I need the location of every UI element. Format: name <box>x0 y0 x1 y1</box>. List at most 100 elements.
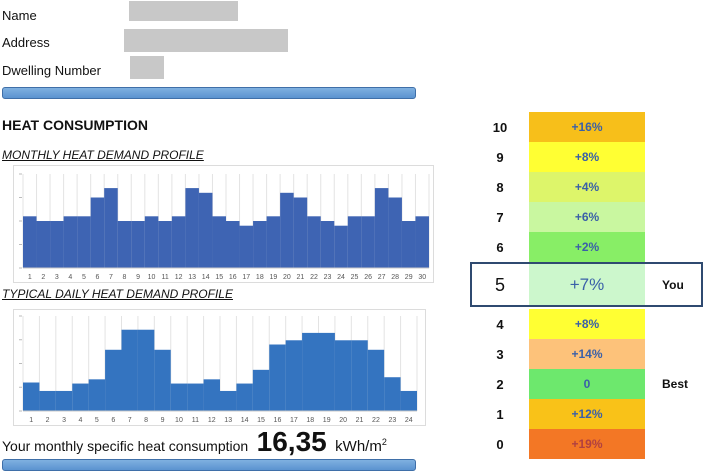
x-tick-label: 24 <box>405 417 413 424</box>
rank-value-cell: +4% <box>529 172 645 202</box>
monthly-chart-svg: 1 2 3 4 5 6 7 8 9 10 11 12 13 14 15 16 17 18 19 20 21 22 23 24 2… <box>19 173 430 281</box>
dwelling-number-label: Dwelling Number <box>2 63 101 78</box>
bar <box>39 390 56 411</box>
bar <box>88 379 106 411</box>
x-tick-label: 22 <box>310 274 318 281</box>
x-tick-label: 7 <box>109 274 113 281</box>
x-tick-label: 15 <box>215 274 223 281</box>
consumption-summary: Your monthly specific heat consumption 1… <box>2 426 387 458</box>
daily-heat-demand-chart: 1 2 3 4 5 6 7 8 9 10 11 12 13 14 15 16 17 18 19 20 21 22 23 24 <box>13 309 426 426</box>
monthly-heat-demand-chart: 1 2 3 4 5 6 7 8 9 10 11 12 13 14 15 16 17 18 19 20 21 22 23 24 2… <box>13 165 434 283</box>
daily-chart-svg: 1 2 3 4 5 6 7 8 9 10 11 12 13 14 15 16 17 18 19 20 21 22 23 24 <box>19 315 418 424</box>
x-tick-label: 11 <box>192 417 199 424</box>
monthly-profile-title: MONTHLY HEAT DEMAND PROFILE <box>2 148 204 162</box>
bar <box>367 349 385 411</box>
x-tick-label: 26 <box>364 274 372 281</box>
x-tick-label: 17 <box>242 274 250 281</box>
bar <box>220 390 237 411</box>
x-tick-label: 19 <box>323 417 331 424</box>
dwelling-value-redacted <box>130 56 164 79</box>
bar <box>72 383 89 411</box>
bar <box>253 221 267 268</box>
x-tick-label: 24 <box>337 274 345 281</box>
bar <box>374 188 389 268</box>
bar <box>23 382 40 411</box>
x-tick-label: 3 <box>55 274 59 281</box>
address-value-redacted <box>124 29 288 52</box>
x-tick-label: 6 <box>111 417 115 424</box>
bar <box>170 383 188 411</box>
rank-number: 4 <box>496 316 504 332</box>
x-tick-label: 14 <box>241 417 249 424</box>
x-tick-label: 8 <box>123 274 127 281</box>
you-highlight-box <box>470 262 703 307</box>
best-label: Best <box>662 377 689 391</box>
rank-value-cell: +14% <box>529 339 645 369</box>
rank-number: 7 <box>496 209 504 225</box>
bar <box>203 379 220 411</box>
rank-number: 6 <box>496 239 504 255</box>
name-label: Name <box>2 8 37 23</box>
bar <box>239 225 254 268</box>
x-tick-label: 13 <box>188 274 196 281</box>
rank-number: 9 <box>496 149 504 165</box>
name-value-redacted <box>129 1 238 21</box>
bar <box>23 216 37 268</box>
bar <box>226 221 240 268</box>
bar <box>318 332 335 411</box>
x-tick-label: 2 <box>46 417 50 424</box>
daily-profile-title: TYPICAL DAILY HEAT DEMAND PROFILE <box>2 287 233 301</box>
rank-value-cell: +2% <box>529 232 645 262</box>
x-tick-label: 22 <box>372 417 380 424</box>
x-tick-label: 16 <box>274 417 282 424</box>
bar <box>121 329 138 411</box>
you-label: You <box>662 278 684 292</box>
bar <box>252 369 270 411</box>
bar <box>307 216 321 268</box>
x-tick-label: 5 <box>82 274 86 281</box>
bar <box>36 221 51 268</box>
x-tick-label: 7 <box>128 417 132 424</box>
rank-number: 3 <box>496 346 504 362</box>
x-tick-label: 23 <box>388 417 396 424</box>
bar <box>198 192 213 268</box>
x-tick-label: 28 <box>391 274 399 281</box>
bar <box>347 216 362 268</box>
bar <box>280 192 294 268</box>
x-tick-label: 4 <box>79 417 83 424</box>
rank-value-cell: +8% <box>529 142 645 172</box>
x-tick-label: 9 <box>161 417 165 424</box>
address-label: Address <box>2 35 50 50</box>
bar <box>269 344 286 411</box>
rank-value-cell: +7% <box>529 262 645 307</box>
x-tick-label: 21 <box>297 274 305 281</box>
x-tick-label: 20 <box>283 274 291 281</box>
rank-value-cell: +8% <box>529 309 645 339</box>
x-tick-label: 9 <box>136 274 140 281</box>
bar <box>285 340 303 411</box>
bar <box>266 216 281 268</box>
bar <box>415 216 429 268</box>
rank-value-cell: +12% <box>529 399 645 429</box>
x-tick-label: 19 <box>269 274 277 281</box>
top-divider-bar <box>2 87 416 99</box>
rank-number: 1 <box>496 406 504 422</box>
rank-value-cell: +6% <box>529 202 645 232</box>
rank-number: 8 <box>496 179 504 195</box>
x-tick-label: 12 <box>208 417 216 424</box>
x-tick-label: 15 <box>257 417 265 424</box>
x-tick-label: 27 <box>378 274 386 281</box>
x-tick-label: 11 <box>161 274 168 281</box>
consumption-unit: kWh/m2 <box>335 437 387 455</box>
bar <box>384 377 401 411</box>
x-tick-label: 8 <box>144 417 148 424</box>
x-tick-label: 1 <box>29 417 33 424</box>
unit-superscript: 2 <box>381 437 387 447</box>
rank-value-cell: +16% <box>529 112 645 142</box>
rank-value-cell: +19% <box>529 429 645 459</box>
bar <box>104 188 118 268</box>
bar <box>171 216 186 268</box>
bar <box>137 329 155 411</box>
x-tick-label: 2 <box>41 274 45 281</box>
x-tick-label: 13 <box>224 417 232 424</box>
